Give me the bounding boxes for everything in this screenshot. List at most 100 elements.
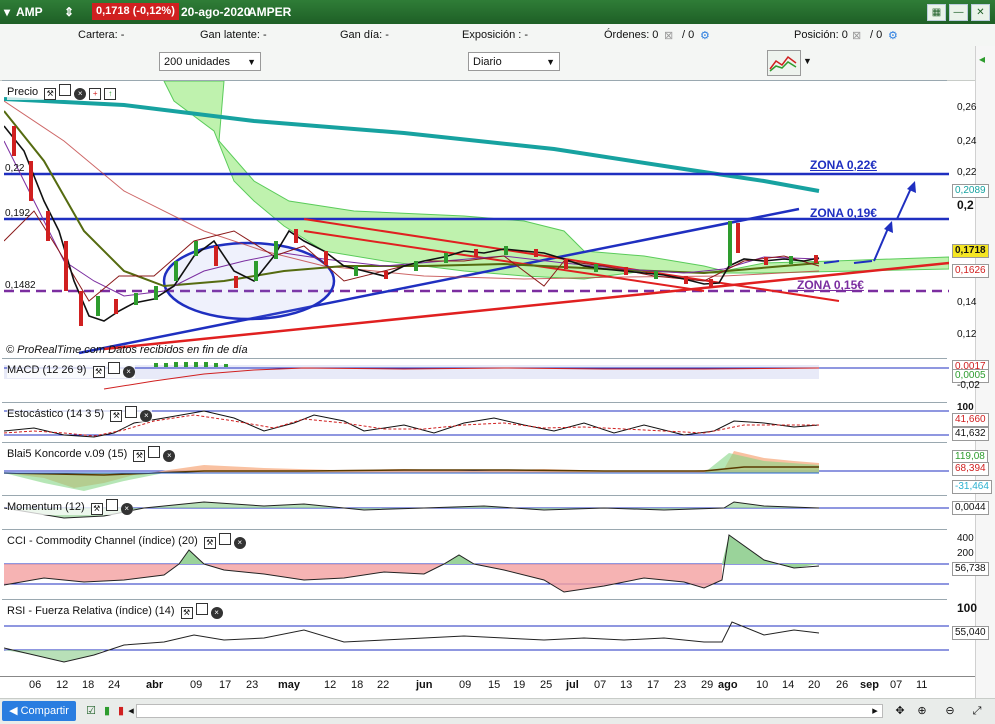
grid-icon[interactable]: ▦ (927, 4, 946, 21)
wrench-icon[interactable]: ⚒ (133, 450, 146, 462)
close-panel-icon[interactable]: × (233, 537, 246, 549)
posicion-label: Posición: 0 (794, 29, 848, 41)
price-axis-014: 0,14 (957, 297, 977, 308)
zoom-out-icon[interactable]: ⊖ (945, 705, 955, 717)
close-panel-icon[interactable]: × (163, 450, 176, 462)
date-axis-label: 06 (29, 679, 42, 691)
posicion-cancel-icon[interactable]: ⊠ (852, 30, 862, 42)
chart-toolbar: 200 unidades ▼ Diario ▼ ▼ (0, 46, 995, 81)
candle-chart-icon[interactable]: ▮ (103, 705, 111, 717)
date-axis-label: 17 (219, 679, 232, 691)
ordenes-total: / 0 (682, 29, 695, 41)
ordenes-settings-icon[interactable]: ⚙ (700, 30, 710, 42)
rsi-value: 55,040 (952, 626, 989, 640)
side-expand-icon[interactable]: ◂ (979, 52, 986, 66)
maximize-icon[interactable] (125, 406, 138, 418)
macd-panel: MACD (12 26 9) ⚒ × (2, 358, 949, 403)
price-chart[interactable] (4, 81, 949, 359)
date-axis-label: 11 (916, 679, 928, 691)
ordenes-cancel-icon[interactable]: ⊠ (664, 30, 674, 42)
macd-axis: -0,02 (957, 380, 980, 391)
wrench-icon[interactable]: ⚒ (203, 537, 216, 549)
close-panel-icon[interactable]: × (122, 366, 135, 378)
date-axis-label: 19 (513, 679, 526, 691)
chart-type-button[interactable] (767, 50, 801, 76)
price-change-badge: 0,1718 (-0,12%) (92, 3, 179, 20)
wrench-icon[interactable]: ⚒ (90, 503, 103, 515)
maximize-icon[interactable] (148, 446, 161, 458)
date-axis-label: 18 (82, 679, 95, 691)
units-select[interactable]: 200 unidades ▼ (159, 52, 261, 71)
wrench-icon[interactable]: ⚒ (44, 88, 57, 100)
close-panel-icon[interactable]: × (74, 88, 87, 100)
date-axis-label: 09 (190, 679, 203, 691)
pan-icon[interactable]: ✥ (895, 705, 905, 717)
date-axis-label: 09 (459, 679, 472, 691)
stochastic-axis-100: 100 (957, 402, 974, 413)
stochastic-chart[interactable] (4, 403, 949, 443)
macd-chart[interactable] (4, 359, 949, 403)
add-indicator-icon[interactable]: + (89, 88, 102, 100)
maximize-icon[interactable] (195, 603, 208, 615)
period-select[interactable]: Diario ▼ (468, 52, 560, 71)
chevron-down-icon: ▼ (546, 57, 555, 67)
fit-icon[interactable]: ⤢ (972, 705, 982, 717)
zoom-in-icon[interactable]: ⊕ (917, 705, 927, 717)
maximize-icon[interactable] (218, 533, 231, 545)
wrench-icon[interactable]: ⚒ (110, 410, 123, 422)
up-arrow-icon[interactable]: ↑ (104, 88, 117, 100)
close-panel-icon[interactable]: × (140, 410, 153, 422)
date-axis-label: 18 (351, 679, 364, 691)
bar-chart-icon[interactable]: ▮ (117, 705, 125, 717)
ichimoku-cloud (163, 81, 949, 280)
projection-arrow-3 (873, 225, 890, 262)
red-downtrend-line-1 (303, 218, 840, 302)
rsi-chart[interactable] (4, 600, 949, 677)
projection-arrow-2 (853, 260, 873, 264)
posicion-total: / 0 (870, 29, 883, 41)
price-axis-012: 0,12 (957, 329, 977, 340)
cci-chart[interactable] (4, 530, 949, 600)
blai5-value-2: 68,394 (952, 462, 989, 476)
posicion-settings-icon[interactable]: ⚙ (888, 30, 898, 42)
maximize-icon[interactable] (107, 362, 120, 374)
close-panel-icon[interactable]: × (120, 503, 133, 515)
chart-type-chevron-icon[interactable]: ▼ (803, 56, 812, 66)
momentum-chart[interactable] (4, 496, 949, 530)
close-icon[interactable]: ✕ (971, 4, 990, 21)
date-axis-label: 20 (808, 679, 821, 691)
scroll-left-icon[interactable]: ◂ (128, 705, 134, 717)
price-axis-026: 0,26 (957, 102, 977, 113)
wrench-icon[interactable]: ⚒ (92, 366, 105, 378)
rsi-title: RSI - Fuerza Relativa (índice) (14) (7, 605, 175, 617)
blai5-chart[interactable] (4, 443, 949, 496)
horizontal-scrollbar[interactable] (136, 704, 883, 718)
scroll-right-icon[interactable]: ▸ (872, 705, 878, 717)
rsi-header: RSI - Fuerza Relativa (índice) (14) ⚒ × (7, 603, 223, 619)
wrench-icon[interactable]: ⚒ (180, 607, 193, 619)
price-axis-022: 0,22 (957, 167, 977, 178)
ordenes-label: Órdenes: 0 (604, 29, 659, 41)
stochastic-title: Estocástico (14 3 5) (7, 408, 105, 420)
blai5-header: Blai5 Koncorde v.09 (15) ⚒ × (7, 446, 176, 462)
window-menu-icon[interactable]: ▾ (4, 5, 11, 19)
checkbox-icon[interactable]: ☑ (86, 705, 96, 717)
maximize-icon[interactable] (59, 84, 72, 96)
price-panel-header: Precio ⚒ × + ↑ (7, 84, 117, 100)
stochastic-value-2: 41,632 (952, 427, 989, 441)
share-button[interactable]: ◀ Compartir (2, 701, 76, 721)
date-axis-label: 12 (56, 679, 69, 691)
link-icon[interactable]: ⇕ (64, 5, 75, 19)
date-axis-label: 24 (108, 679, 121, 691)
minimize-icon[interactable]: — (949, 4, 968, 21)
rsi-panel: RSI - Fuerza Relativa (índice) (14) ⚒ × (2, 599, 949, 677)
price-panel: Precio ⚒ × + ↑ (2, 80, 949, 359)
price-axis-024: 0,24 (957, 136, 977, 147)
date-axis-label: jun (416, 679, 433, 691)
macd-title: MACD (12 26 9) (7, 364, 87, 376)
close-panel-icon[interactable]: × (210, 607, 223, 619)
blai5-value-3: -31,464 (952, 480, 992, 494)
macd-value-2: 0,0005 (952, 369, 989, 383)
zone-022-annotation: ZONA 0,22€ (810, 158, 877, 172)
maximize-icon[interactable] (105, 499, 118, 511)
